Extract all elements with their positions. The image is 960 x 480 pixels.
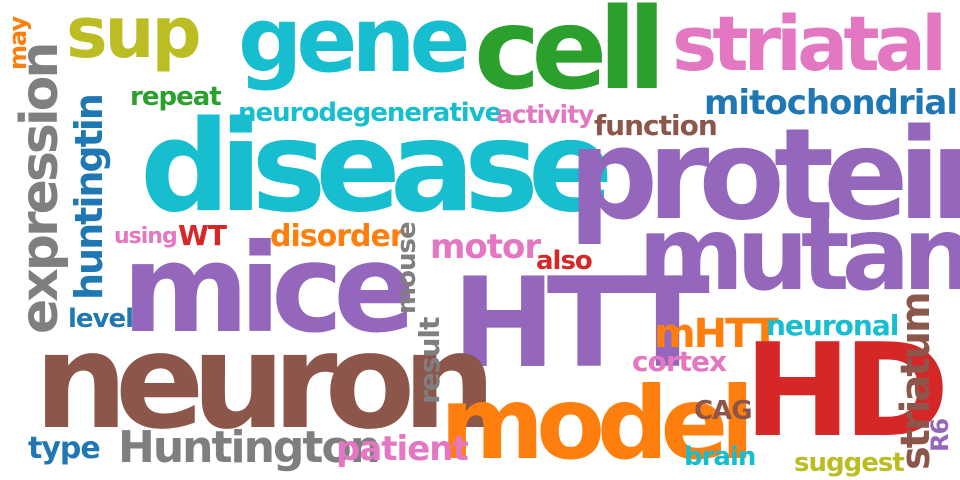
word-CAG: CAG (694, 396, 753, 426)
word-mice: mice (122, 218, 416, 360)
word-expression: expression (10, 44, 70, 334)
word-huntingtin: huntingtin (67, 95, 111, 300)
word-model: model (440, 365, 755, 480)
word-neurodegenerative: neurodegenerative (238, 98, 502, 128)
word-cortex: cortex (632, 345, 727, 378)
word-using: using (114, 224, 178, 249)
word-Huntington: Huntington (118, 422, 381, 473)
word-result: result (413, 317, 446, 404)
word-mouse: mouse (392, 222, 422, 314)
word-suggest: suggest (794, 448, 905, 478)
word-disease: disease (140, 93, 613, 240)
word-also: also (536, 246, 593, 276)
word-HD: HD (744, 317, 949, 466)
word-cell: cell (474, 0, 666, 115)
word-protein: protein (568, 101, 960, 248)
word-mitochondrial: mitochondrial (704, 83, 958, 123)
word-WT: WT (178, 219, 227, 252)
word-neuron: neuron (34, 305, 496, 459)
word-repeat: repeat (130, 82, 222, 112)
word-activity: activity (496, 100, 594, 129)
word-sup: sup (66, 0, 202, 74)
word-gene: gene (238, 0, 471, 93)
word-level: level (68, 304, 134, 334)
word-mHTT: mHTT (654, 311, 779, 357)
word-striatal: striatal (672, 0, 947, 88)
word-HTT: HTT (452, 252, 710, 396)
word-disorder: disorder (270, 219, 405, 254)
word-patient: patient (336, 429, 469, 469)
word-R6: R6 (926, 418, 954, 452)
word-brain: brain (684, 442, 756, 472)
word-type: type (28, 431, 101, 466)
word-function: function (594, 109, 718, 142)
word-neuronal: neuronal (766, 309, 899, 342)
word-motor: motor (430, 227, 541, 267)
word-mutant: mutant (638, 195, 960, 314)
